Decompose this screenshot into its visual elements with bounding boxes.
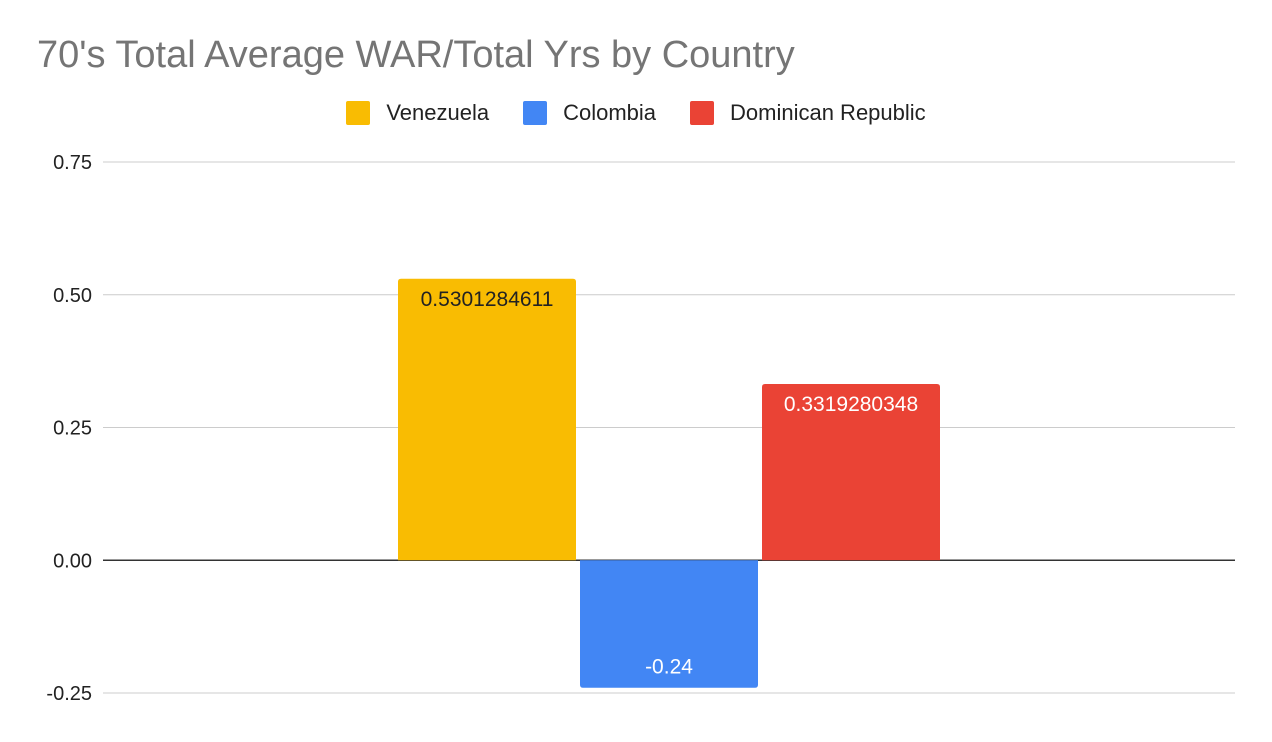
data-label-venezuela: 0.5301284611 [421,288,554,311]
bar-dominican-republic [762,383,940,561]
data-label-colombia: -0.24 [645,656,693,679]
legend-item-colombia[interactable]: Colombia [523,100,656,126]
y-tick-label: 0.75 [53,152,92,174]
data-label-dominican-republic: 0.3319280348 [784,393,918,416]
legend-swatch-venezuela [346,101,371,125]
bar-venezuela [398,278,576,561]
legend-label-venezuela: Venezuela [386,100,490,125]
legend-item-dominican-republic[interactable]: Dominican Republic [690,100,926,126]
y-tick-label: 0.25 [53,418,92,440]
legend-label-colombia: Colombia [563,100,657,125]
chart-title: 70's Total Average WAR/Total Yrs by Coun… [37,34,795,76]
legend-label-dominican-republic: Dominican Republic [730,100,926,125]
legend-swatch-dominican-republic [690,101,715,125]
y-tick-label: 0.50 [53,285,92,307]
legend-item-venezuela[interactable]: Venezuela [346,100,489,126]
legend-swatch-colombia [523,101,548,125]
y-tick-label: -0.25 [46,683,92,705]
y-tick-label: 0.00 [53,550,92,572]
bar-colombia [580,560,758,688]
legend: Venezuela Colombia Dominican Republic [0,98,1272,128]
